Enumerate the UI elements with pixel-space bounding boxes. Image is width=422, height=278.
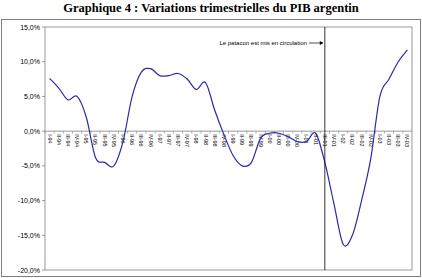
x-tick-label: II-02 [349, 134, 355, 145]
x-tick [54, 131, 55, 134]
y-tick [42, 27, 45, 28]
x-tick-label: I-97 [157, 134, 163, 143]
x-tick-label: I-98 [193, 134, 199, 143]
x-tick [347, 131, 348, 134]
y-tick [42, 165, 45, 166]
x-tick [246, 131, 247, 134]
y-tick [42, 235, 45, 236]
x-tick-label: I-99 [230, 134, 236, 143]
gdp-line [50, 50, 408, 246]
x-tick-label: III-02 [359, 134, 365, 147]
x-tick [265, 131, 266, 134]
x-tick [219, 131, 220, 134]
x-tick-label: IV-96 [148, 134, 154, 147]
x-tick [155, 131, 156, 134]
x-tick [320, 131, 321, 134]
x-tick [228, 131, 229, 134]
x-tick-label: II-00 [276, 134, 282, 145]
x-tick-label: III-98 [212, 134, 218, 147]
y-tick-label: -15,0% [18, 232, 40, 239]
y-tick [42, 200, 45, 201]
x-tick-label: I-03 [377, 134, 383, 143]
x-tick-label: I-94 [47, 134, 53, 143]
annotation-arrowhead [320, 41, 324, 45]
x-tick-label: III-99 [248, 134, 254, 147]
x-tick-label: IV-95 [111, 134, 117, 147]
x-tick-label: III-96 [138, 134, 144, 147]
y-tick-label: 5,0% [24, 93, 40, 100]
chart-title: Graphique 4 : Variations trimestrielles … [63, 1, 359, 15]
x-tick-label: III-03 [395, 134, 401, 147]
x-tick [283, 131, 284, 134]
x-tick [237, 131, 238, 134]
y-tick-label: -5,0% [22, 162, 40, 169]
x-tick-label: II-97 [166, 134, 172, 145]
x-tick-label: III-97 [175, 134, 181, 147]
chart-frame [2, 20, 421, 277]
x-tick-label: IV-97 [184, 134, 190, 147]
x-tick [292, 131, 293, 134]
x-tick [81, 131, 82, 134]
chart-svg: Graphique 4 : Variations trimestrielles … [0, 0, 422, 278]
x-tick [136, 131, 137, 134]
x-tick [100, 131, 101, 134]
x-tick [356, 131, 357, 134]
x-tick-label: II-94 [56, 134, 62, 145]
x-tick [127, 131, 128, 134]
y-tick-label: -10,0% [18, 197, 40, 204]
y-tick [42, 61, 45, 62]
y-tick [42, 270, 45, 271]
x-tick [45, 131, 46, 134]
x-tick [384, 131, 385, 134]
x-tick-label: II-96 [129, 134, 135, 145]
x-tick [72, 131, 73, 134]
x-tick [182, 131, 183, 134]
y-tick [42, 96, 45, 97]
x-tick-label: IV-01 [331, 134, 337, 147]
x-tick-label: I-02 [340, 134, 346, 143]
x-tick [173, 131, 174, 134]
x-tick [191, 131, 192, 134]
x-tick [329, 131, 330, 134]
x-tick-label: III-94 [65, 134, 71, 147]
x-tick [256, 131, 257, 134]
x-tick [109, 131, 110, 134]
plot-area [50, 50, 408, 246]
x-tick [402, 131, 403, 134]
x-tick [164, 131, 165, 134]
chart-root: Graphique 4 : Variations trimestrielles … [0, 0, 422, 278]
x-tick-label: I-95 [83, 134, 89, 143]
x-tick-label: II-99 [239, 134, 245, 145]
annotation-text: Le patacon est mis en circulation [219, 40, 306, 46]
x-tick-label: III-95 [102, 134, 108, 147]
x-tick-label: II-03 [386, 134, 392, 145]
annotation-line [324, 27, 325, 270]
x-tick-label: IV-94 [74, 134, 80, 147]
x-tick-label: II-01 [313, 134, 319, 145]
x-tick-label: I-00 [267, 134, 273, 143]
y-tick-label: 0,0% [24, 128, 40, 135]
x-tick [63, 131, 64, 134]
x-tick [90, 131, 91, 134]
x-tick [301, 131, 302, 134]
x-tick [366, 131, 367, 134]
x-tick-label: IV-03 [404, 134, 410, 147]
x-tick [393, 131, 394, 134]
plot-frame [45, 27, 412, 270]
x-tick [338, 131, 339, 134]
x-tick [200, 131, 201, 134]
x-tick [210, 131, 211, 134]
x-tick [311, 131, 312, 134]
y-tick-label: 15,0% [20, 24, 40, 31]
y-tick-label: 10,0% [20, 58, 40, 65]
x-tick [118, 131, 119, 134]
y-tick-label: -20,0% [18, 267, 40, 274]
x-tick-label: II-95 [92, 134, 98, 145]
x-tick [145, 131, 146, 134]
x-tick-label: II-98 [203, 134, 209, 145]
y-tick [42, 131, 45, 132]
